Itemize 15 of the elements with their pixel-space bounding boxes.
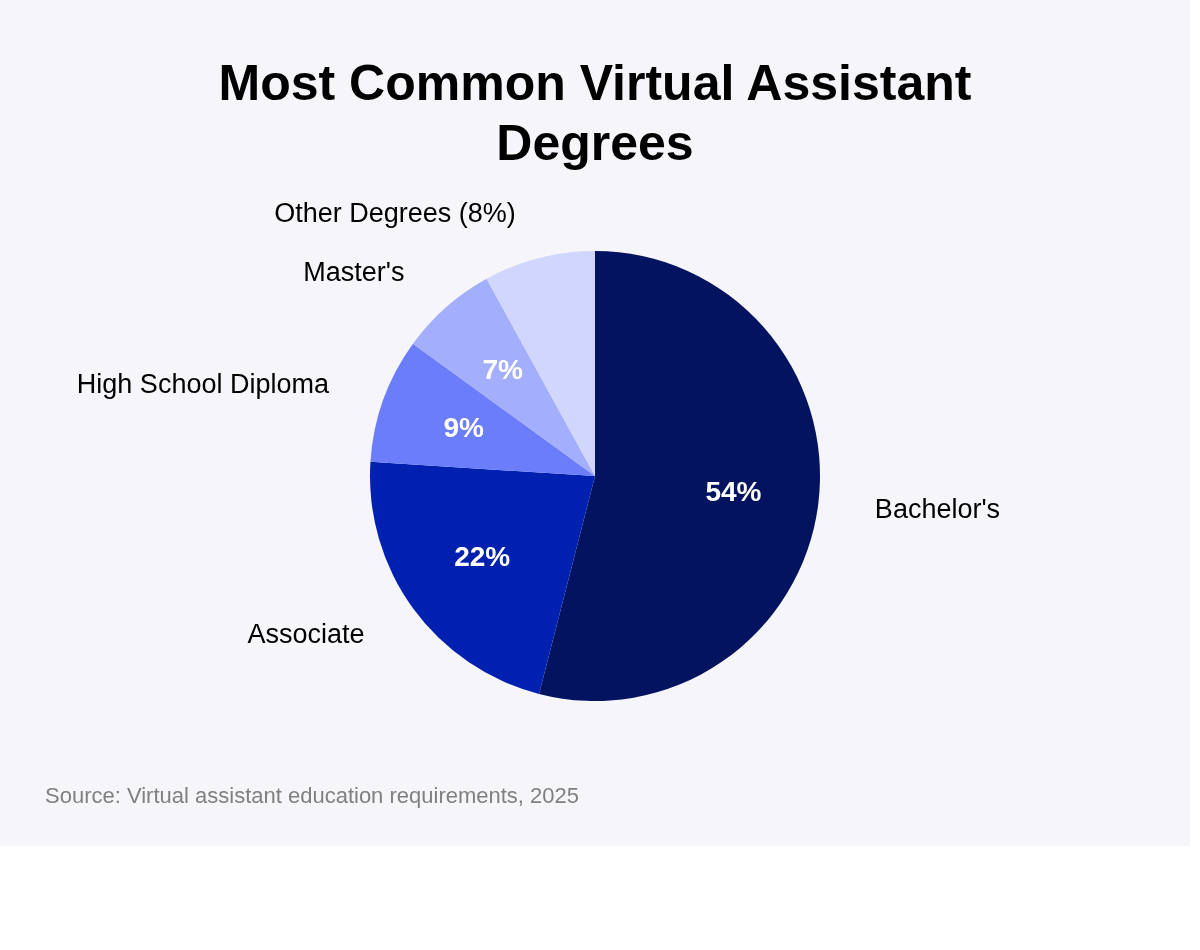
slice-label: High School Diploma bbox=[76, 368, 330, 399]
pie-slice bbox=[370, 343, 595, 476]
pie-slice bbox=[370, 461, 595, 694]
data-label: 9% bbox=[443, 411, 485, 443]
chart-title: Most Common Virtual Assistant Degrees bbox=[218, 55, 972, 172]
slice-label: Other Degrees (8%) bbox=[274, 198, 516, 229]
slice-label: Bachelor's bbox=[874, 493, 1001, 524]
source-note: Source: Virtual assistant education requirements, 2025 bbox=[45, 783, 580, 808]
data-label: 54% bbox=[705, 476, 762, 508]
pie-slice bbox=[539, 251, 820, 701]
data-label: 22% bbox=[454, 541, 511, 572]
slice-label: Master's bbox=[303, 257, 405, 288]
slice-label: Associate bbox=[247, 618, 365, 649]
data-label: 7% bbox=[482, 354, 524, 386]
pie-slice bbox=[412, 278, 595, 476]
